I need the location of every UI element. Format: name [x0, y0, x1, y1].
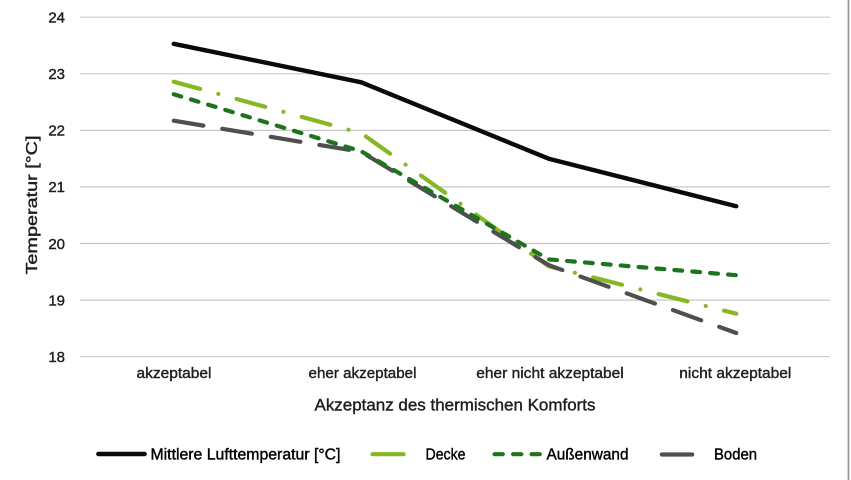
- svg-text:23: 23: [48, 66, 65, 83]
- svg-text:19: 19: [48, 292, 65, 309]
- svg-text:eher nicht akzeptabel: eher nicht akzeptabel: [476, 365, 624, 382]
- svg-text:Temperatur [°C]: Temperatur [°C]: [24, 136, 41, 275]
- svg-text:21: 21: [48, 179, 65, 196]
- svg-text:Decke: Decke: [426, 447, 466, 464]
- svg-text:Mittlere Lufttemperatur [°C]: Mittlere Lufttemperatur [°C]: [151, 447, 341, 464]
- svg-text:Boden: Boden: [714, 447, 757, 464]
- svg-text:20: 20: [48, 236, 65, 253]
- svg-text:Akzeptanz des thermischen Komf: Akzeptanz des thermischen Komforts: [315, 396, 596, 415]
- svg-text:eher akzeptabel: eher akzeptabel: [309, 365, 417, 382]
- svg-text:22: 22: [48, 123, 65, 140]
- svg-text:24: 24: [48, 10, 65, 27]
- svg-text:Außenwand: Außenwand: [547, 447, 629, 464]
- svg-text:nicht akzeptabel: nicht akzeptabel: [679, 365, 791, 382]
- svg-text:akzeptabel: akzeptabel: [137, 365, 212, 382]
- svg-text:18: 18: [48, 349, 65, 366]
